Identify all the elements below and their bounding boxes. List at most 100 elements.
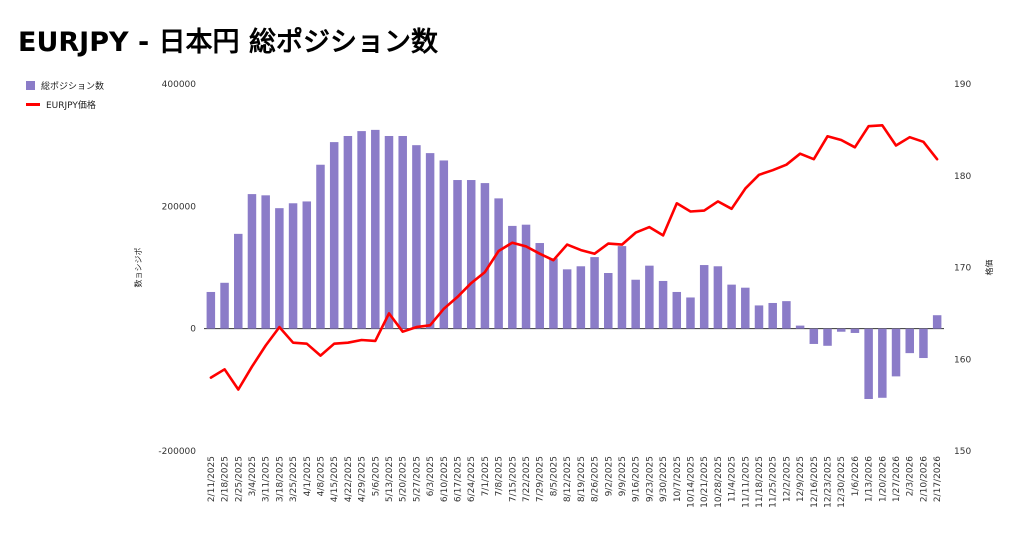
x-tick-label: 6/17/2025 [454,456,464,502]
bar-4-29-2025 [357,131,366,329]
bar-9-2-2025 [604,273,613,329]
bar-11-11-2025 [741,287,750,329]
x-tick-label: 11/18/2025 [755,456,765,508]
legend-item-positions: 総ポジション数 [26,79,104,92]
y-right-tick-label: 160 [954,355,971,365]
bar-12-30-2025 [836,328,846,332]
bar-2-10-2026 [919,328,928,359]
y-right-tick-label: 150 [954,447,971,457]
bar-7-8-2025 [494,198,503,329]
x-tick-label: 3/18/2025 [275,456,285,502]
legend-item-price: EURJPY価格 [26,98,96,111]
y-left-tick-label: -200000 [158,447,196,457]
bar-10-21-2025 [699,265,709,329]
bar-7-15-2025 [508,225,517,329]
legend-swatch-line [26,103,40,106]
x-tick-label: 11/11/2025 [741,456,751,508]
bar-4-15-2025 [329,142,339,329]
bar-10-28-2025 [713,266,723,329]
bar-1-6-2026 [850,328,860,333]
x-tick-label: 9/23/2025 [645,456,655,502]
y-left-axis-title: 数ョシジポ [133,248,143,288]
bar-10-7-2025 [672,291,682,329]
x-tick-label: 4/15/2025 [330,456,340,502]
bar-4-8-2025 [316,164,325,329]
bar-3-25-2025 [288,203,298,329]
bar-8-26-2025 [590,257,599,329]
bar-8-19-2025 [576,266,586,329]
y-left-tick-label: 200000 [162,202,197,212]
x-tick-label: 8/19/2025 [577,456,587,502]
x-tick-label: 10/14/2025 [686,456,696,508]
bar-2-18-2025 [220,282,229,329]
x-tick-label: 3/4/2025 [248,456,258,496]
legend-swatch-bar [26,81,35,90]
y-right-axis-title: 格価 [984,260,994,276]
bar-12-16-2025 [809,328,819,344]
x-tick-label: 2/11/2025 [207,456,217,502]
bar-2-11-2025 [206,291,216,329]
bar-12-23-2025 [823,328,832,346]
bar-12-2-2025 [782,301,791,329]
x-tick-label: 3/25/2025 [289,456,299,502]
y-left-tick-label: 0 [190,325,196,335]
x-tick-label: 1/20/2026 [878,456,888,502]
bar-9-30-2025 [658,280,668,329]
x-tick-label: 6/3/2025 [426,456,436,496]
x-tick-label: 7/15/2025 [508,456,518,502]
x-tick-label: 2/3/2026 [906,456,916,497]
x-tick-label: 5/20/2025 [399,456,409,502]
x-tick-label: 4/8/2025 [316,456,326,496]
x-tick-label: 10/28/2025 [714,456,724,508]
x-tick-label: 9/2/2025 [604,456,614,496]
x-tick-label: 1/6/2026 [851,456,861,497]
bar-2-17-2026 [932,315,942,329]
bar-11-18-2025 [754,305,764,329]
bar-7-22-2025 [521,224,531,329]
x-tick-label: 11/4/2025 [728,456,738,502]
x-tick-label: 5/13/2025 [385,456,395,502]
x-tick-label: 12/30/2025 [837,456,847,508]
y-right-tick-label: 170 [954,264,971,274]
x-tick-label: 9/30/2025 [659,456,669,502]
bar-3-18-2025 [275,208,284,329]
x-tick-label: 7/22/2025 [522,456,532,502]
y-left-tick-label: 400000 [162,80,197,90]
bar-5-6-2025 [371,129,380,329]
x-tick-label: 1/13/2026 [865,456,875,502]
bar-8-12-2025 [562,269,572,329]
x-tick-label: 7/1/2025 [481,456,491,496]
bar-8-5-2025 [549,258,558,329]
x-tick-label: 1/27/2026 [892,456,902,502]
bar-5-13-2025 [384,135,394,329]
bar-7-29-2025 [535,243,544,329]
bar-2-25-2025 [234,233,243,329]
bar-6-3-2025 [425,153,435,329]
bar-12-9-2025 [795,325,805,329]
bar-9-16-2025 [631,279,640,329]
x-tick-label: 9/16/2025 [632,456,642,502]
bar-11-4-2025 [727,284,736,329]
x-tick-label: 4/22/2025 [344,456,354,502]
price-line-series [209,124,939,391]
x-tick-label: 8/12/2025 [563,456,573,502]
bar-5-27-2025 [412,145,421,329]
x-tick-label: 10/21/2025 [700,456,710,508]
x-tick-label: 12/16/2025 [810,456,820,508]
y-right-tick-label: 180 [954,172,971,182]
bar-4-22-2025 [343,135,353,329]
chart-title: EURJPY - 日本円 総ポジション数 [18,27,438,58]
bar-11-25-2025 [768,302,777,329]
x-tick-label: 9/9/2025 [618,456,628,496]
bar-7-1-2025 [480,183,490,329]
legend-label-price: EURJPY価格 [46,101,96,111]
x-tick-label: 3/11/2025 [262,456,272,502]
x-tick-label: 11/25/2025 [769,456,779,508]
x-tick-label: 6/24/2025 [467,456,477,502]
x-tick-label: 12/9/2025 [796,456,806,502]
x-tick-label: 7/29/2025 [536,456,546,502]
x-tick-label: 8/5/2025 [549,456,559,496]
bar-9-23-2025 [645,265,654,329]
bar-10-14-2025 [686,297,695,329]
legend-label-positions: 総ポジション数 [41,82,105,92]
